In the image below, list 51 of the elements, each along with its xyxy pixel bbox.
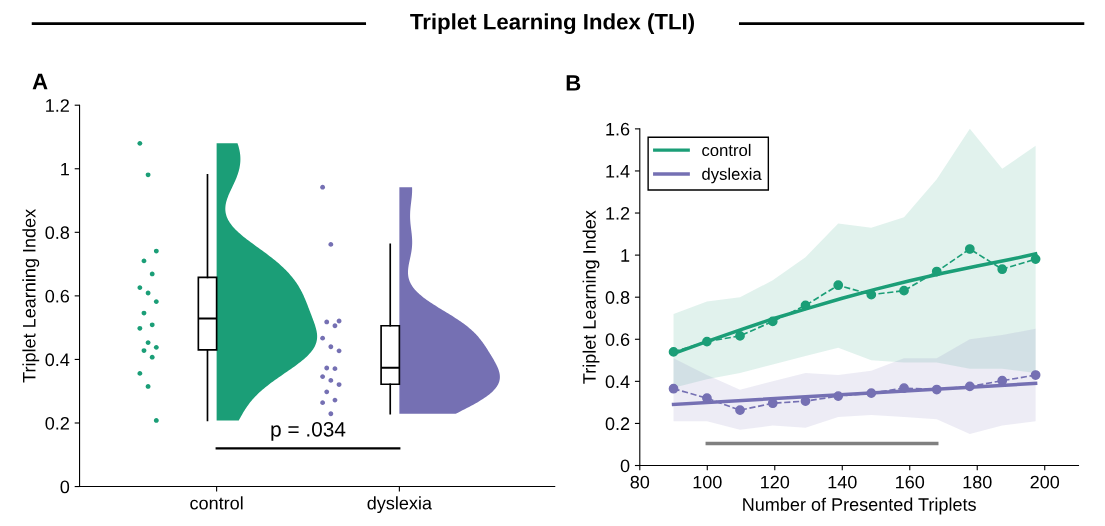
x-tick-label: 140 — [828, 475, 857, 489]
x-axis-title: Number of Presented Triplets — [743, 497, 976, 515]
point — [767, 316, 778, 327]
point — [735, 405, 745, 416]
point — [899, 285, 909, 296]
point — [833, 280, 844, 291]
point — [997, 264, 1008, 275]
y-tick-label: 1.2 — [606, 206, 630, 220]
legend-label: dyslexia — [702, 167, 762, 184]
point — [899, 383, 909, 393]
y-tick-label: 1.2 — [46, 99, 69, 112]
x-tick-label: 160 — [896, 475, 925, 489]
point — [668, 383, 679, 394]
annotation: p = .034 — [271, 421, 346, 441]
y-axis-title: Triplet Learning Index — [22, 209, 40, 383]
y-tick-label: 0.8 — [605, 291, 630, 304]
chart-title: Triplet Learning Index (TLI) — [410, 13, 695, 35]
x-tick-label: 200 — [1030, 475, 1060, 489]
point — [702, 336, 712, 347]
text: B — [566, 75, 581, 91]
text: A — [32, 73, 48, 90]
y-tick-label: 0.8 — [45, 226, 70, 240]
point — [800, 300, 811, 311]
point — [833, 391, 844, 401]
y-tick-label: 0 — [620, 459, 630, 473]
point — [668, 347, 679, 357]
point — [735, 331, 745, 341]
y-tick-label: 0.4 — [45, 353, 70, 367]
y-tick-label: 0 — [60, 480, 70, 494]
legend-label: control — [702, 143, 751, 157]
y-tick-label: 0.6 — [605, 333, 630, 346]
y-tick-label: 1.6 — [606, 122, 630, 136]
y-tick-label: 1.4 — [606, 165, 630, 178]
point — [964, 381, 975, 392]
point — [964, 244, 975, 254]
y-tick-label: 1 — [621, 249, 630, 262]
point — [1030, 254, 1041, 264]
y-axis-title: Triplet Learning Index — [582, 210, 600, 384]
x-tick-label: 100 — [693, 475, 722, 489]
y-tick-label: 0.2 — [45, 416, 69, 430]
y-tick-label: 0.4 — [605, 375, 630, 389]
point — [866, 388, 877, 398]
x-tick-label: 120 — [761, 475, 790, 489]
y-tick-label: 0.2 — [605, 417, 630, 431]
y-tick-label: 1 — [61, 162, 69, 176]
x-tick-label: 80 — [630, 475, 650, 489]
y-tick-label: 0.6 — [45, 289, 70, 303]
point — [931, 384, 942, 395]
x-tick-label: 180 — [963, 475, 992, 489]
point — [1030, 370, 1041, 380]
point — [931, 266, 942, 277]
